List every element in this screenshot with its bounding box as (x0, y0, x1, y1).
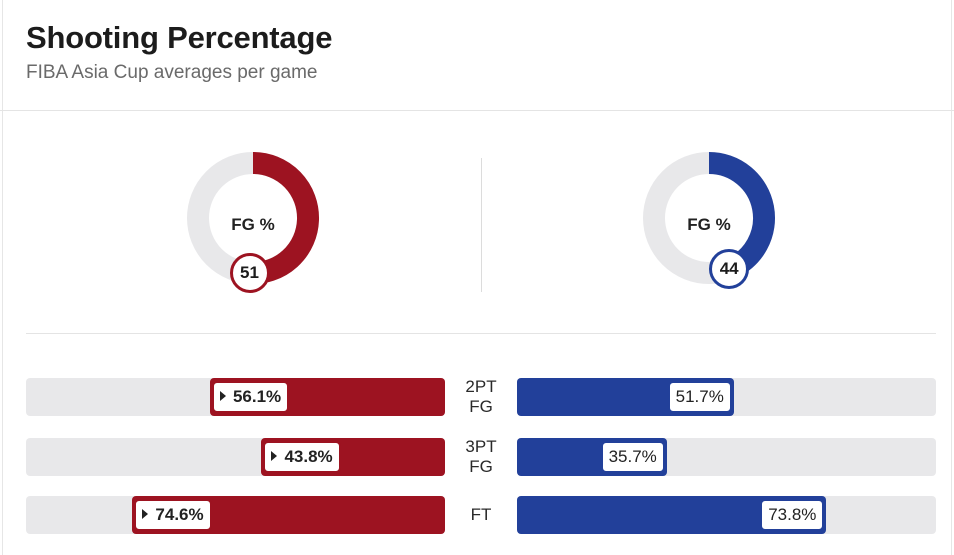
category-label-line: 3PT (465, 437, 497, 456)
leader-arrow-icon (142, 509, 149, 519)
category-label-line: FG (469, 457, 493, 476)
right-value-label-3pt-fg: 35.7% (600, 441, 665, 473)
section-divider (26, 333, 936, 334)
left-donut-arc (248, 152, 320, 284)
chart-title: Shooting Percentage (26, 20, 333, 55)
leader-arrow-icon (219, 391, 226, 401)
right-value-label-ft: 73.8% (760, 499, 825, 531)
left-fg-donut: FG % 51 (187, 152, 327, 302)
category-label-line: 2PT (465, 377, 497, 396)
category-label-line: FG (469, 397, 493, 416)
chart-subtitle: FIBA Asia Cup averages per game (26, 62, 318, 83)
right-donut-arc (708, 152, 775, 280)
category-label-3pt-fg: 3PT FG (449, 437, 513, 477)
left-value-text: 43.8% (284, 447, 333, 466)
right-donut-label: FG % (687, 215, 731, 234)
left-fg-value-badge: 51 (229, 252, 270, 293)
category-label-ft: FT (449, 505, 513, 525)
category-label-line: FT (470, 505, 492, 524)
right-fg-value-badge: 44 (709, 249, 750, 290)
left-value-text: 74.6% (155, 505, 204, 524)
right-value-label-2pt-fg: 51.7% (667, 381, 732, 413)
left-value-label-ft: 74.6% (134, 499, 212, 531)
leader-arrow-icon (271, 451, 278, 461)
right-fg-donut: FG % 44 (643, 152, 783, 302)
left-value-label-3pt-fg: 43.8% (263, 441, 341, 473)
team-divider (481, 158, 482, 292)
category-label-2pt-fg: 2PT FG (449, 377, 513, 417)
left-donut-label: FG % (231, 215, 275, 234)
header-divider (0, 110, 954, 111)
left-value-label-2pt-fg: 56.1% (211, 381, 290, 413)
left-value-text: 56.1% (232, 387, 282, 406)
